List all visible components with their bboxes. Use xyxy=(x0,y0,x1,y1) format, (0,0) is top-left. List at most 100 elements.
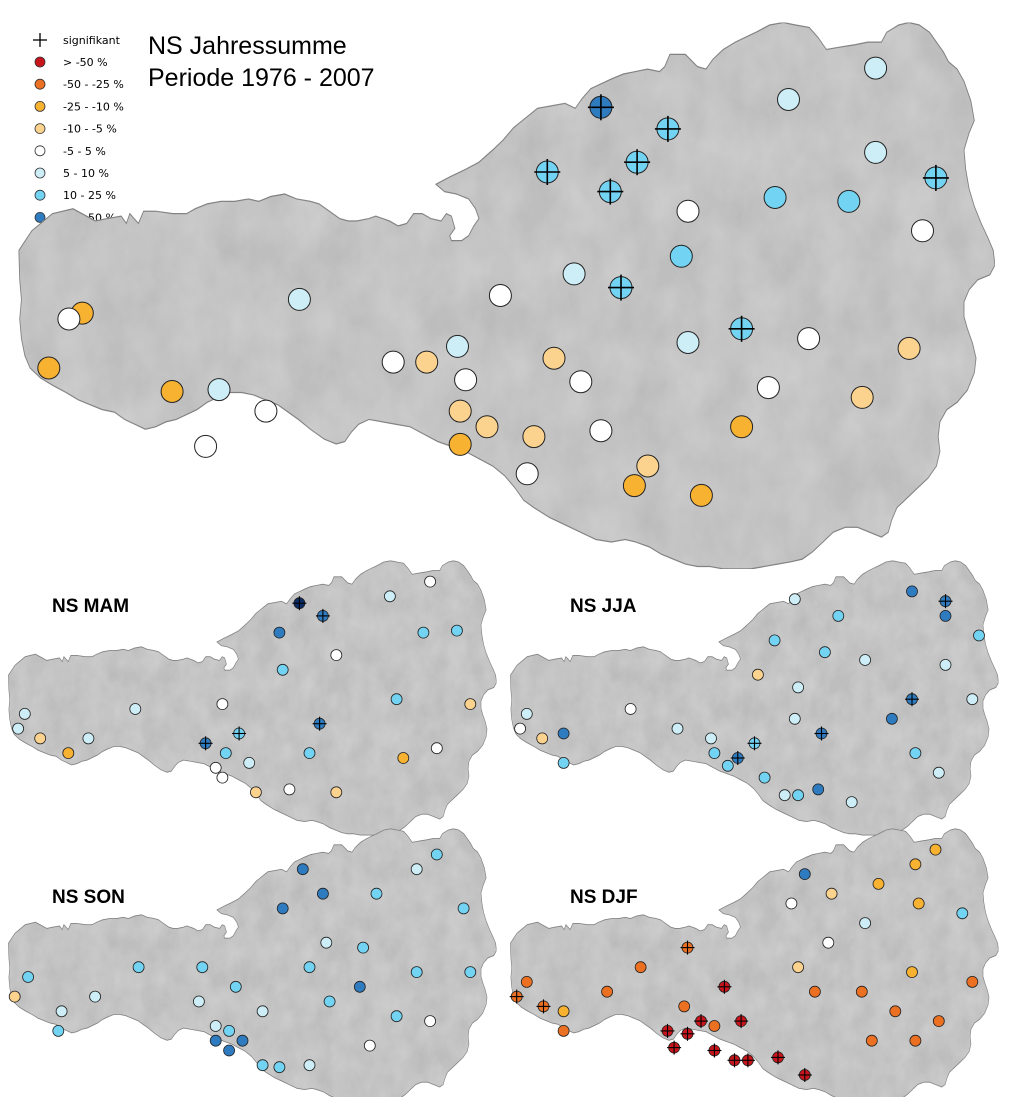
station-dot xyxy=(256,1005,269,1018)
station-dot xyxy=(939,659,952,671)
station-marker xyxy=(216,698,229,710)
station-dot xyxy=(522,425,546,449)
station-dot xyxy=(601,985,613,998)
station-dot xyxy=(756,376,780,400)
station-marker xyxy=(792,961,804,974)
station-dot xyxy=(18,708,31,720)
station-marker xyxy=(671,722,684,735)
station-marker xyxy=(424,575,437,588)
station-dot xyxy=(557,727,570,740)
station-marker xyxy=(864,140,888,164)
station-dot xyxy=(132,961,145,974)
station-dot xyxy=(859,917,871,929)
station-marker xyxy=(536,732,549,745)
station-dot xyxy=(430,848,443,861)
station-marker xyxy=(448,399,472,423)
station-marker xyxy=(303,747,316,759)
station-dot xyxy=(209,761,222,774)
station-dot xyxy=(330,649,343,661)
station-marker xyxy=(939,610,952,622)
station-marker xyxy=(557,1005,570,1018)
station-marker xyxy=(557,757,570,769)
station-dot xyxy=(488,284,512,307)
station-dot xyxy=(872,878,885,890)
station-dot xyxy=(229,980,242,993)
station-marker xyxy=(390,1010,403,1023)
legend-label: -5 - 5 % xyxy=(63,145,106,158)
station-marker xyxy=(747,736,762,751)
station-dot xyxy=(536,732,549,745)
station-marker xyxy=(932,766,945,779)
station-marker xyxy=(708,747,721,759)
station-dot xyxy=(676,199,700,223)
station-marker xyxy=(303,961,316,974)
station-dot xyxy=(12,722,25,735)
station-marker xyxy=(589,419,613,443)
station-marker xyxy=(752,668,764,681)
station-marker xyxy=(430,742,443,755)
station-dot xyxy=(752,668,764,681)
station-marker xyxy=(872,878,885,890)
station-dot xyxy=(763,186,787,209)
station-marker xyxy=(562,262,586,286)
station-marker xyxy=(694,1014,708,1029)
station-dot xyxy=(424,575,437,588)
station-marker xyxy=(819,646,831,659)
station-dot xyxy=(797,327,821,351)
station-dot xyxy=(316,887,329,900)
station-layer xyxy=(12,575,477,799)
station-dot xyxy=(236,1034,249,1047)
summer-map: NS JJA xyxy=(509,560,1000,836)
station-marker xyxy=(864,56,888,80)
legend-significant-cross-icon xyxy=(33,33,47,47)
station-marker xyxy=(287,287,311,311)
station-marker xyxy=(223,1044,236,1057)
station-marker xyxy=(323,995,336,1008)
panel-title-jja: NS JJA xyxy=(570,596,637,617)
main-title-line2: Periode 1976 - 2007 xyxy=(148,64,375,92)
station-dot xyxy=(792,789,804,802)
station-dot xyxy=(223,1025,236,1037)
station-marker xyxy=(909,858,922,871)
station-dot xyxy=(303,747,316,759)
station-dot xyxy=(62,747,75,759)
station-marker xyxy=(522,425,546,449)
station-dot xyxy=(207,378,231,402)
station-dot xyxy=(865,1034,878,1047)
station-marker xyxy=(680,1026,695,1041)
station-marker xyxy=(730,415,754,439)
station-dot xyxy=(966,693,979,706)
station-dot xyxy=(446,334,469,358)
station-marker xyxy=(792,789,804,802)
station-marker xyxy=(370,887,383,900)
station-marker xyxy=(717,979,732,994)
legend-swatch xyxy=(34,78,46,90)
station-marker xyxy=(822,936,835,949)
station-marker xyxy=(446,334,469,358)
station-dot xyxy=(819,646,831,659)
station-marker xyxy=(520,976,533,988)
station-marker xyxy=(832,610,845,622)
station-dot xyxy=(209,1020,222,1032)
station-marker xyxy=(363,1039,376,1052)
station-marker xyxy=(276,663,289,676)
station-dot xyxy=(192,995,205,1008)
legend-swatch xyxy=(34,145,46,157)
station-marker xyxy=(758,771,771,784)
station-marker xyxy=(705,732,717,745)
station-marker xyxy=(634,961,647,974)
legend-significant-label: signifikant xyxy=(63,34,121,47)
station-marker xyxy=(62,747,75,759)
legend-label: -50 - -25 % xyxy=(63,78,124,91)
station-marker xyxy=(966,693,979,706)
station-dot xyxy=(624,703,637,715)
station-dot xyxy=(216,698,229,710)
station-dot xyxy=(557,1005,570,1018)
legend-swatch xyxy=(34,56,46,68)
station-marker xyxy=(542,346,566,370)
station-marker xyxy=(906,585,918,598)
station-marker xyxy=(488,284,512,307)
station-dot xyxy=(52,1025,65,1037)
winter-map: NS DJF xyxy=(509,828,1000,1097)
station-marker xyxy=(788,712,801,725)
